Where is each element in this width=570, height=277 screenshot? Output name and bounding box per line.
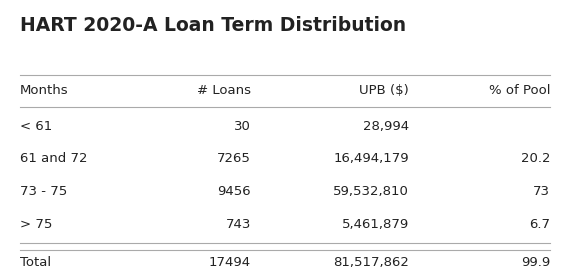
- Text: 16,494,179: 16,494,179: [333, 152, 409, 165]
- Text: < 61: < 61: [20, 120, 52, 133]
- Text: 6.7: 6.7: [530, 217, 550, 230]
- Text: 99.9: 99.9: [521, 255, 550, 268]
- Text: HART 2020-A Loan Term Distribution: HART 2020-A Loan Term Distribution: [20, 16, 406, 35]
- Text: 30: 30: [234, 120, 251, 133]
- Text: UPB ($): UPB ($): [360, 84, 409, 98]
- Text: > 75: > 75: [20, 217, 52, 230]
- Text: Months: Months: [20, 84, 68, 98]
- Text: 17494: 17494: [209, 255, 251, 268]
- Text: 28,994: 28,994: [363, 120, 409, 133]
- Text: 7265: 7265: [217, 152, 251, 165]
- Text: % of Pool: % of Pool: [489, 84, 550, 98]
- Text: 9456: 9456: [218, 185, 251, 198]
- Text: 59,532,810: 59,532,810: [333, 185, 409, 198]
- Text: Total: Total: [20, 255, 51, 268]
- Text: 5,461,879: 5,461,879: [342, 217, 409, 230]
- Text: 743: 743: [226, 217, 251, 230]
- Text: 73 - 75: 73 - 75: [20, 185, 67, 198]
- Text: 20.2: 20.2: [521, 152, 550, 165]
- Text: 73: 73: [534, 185, 550, 198]
- Text: 61 and 72: 61 and 72: [20, 152, 87, 165]
- Text: # Loans: # Loans: [197, 84, 251, 98]
- Text: 81,517,862: 81,517,862: [333, 255, 409, 268]
